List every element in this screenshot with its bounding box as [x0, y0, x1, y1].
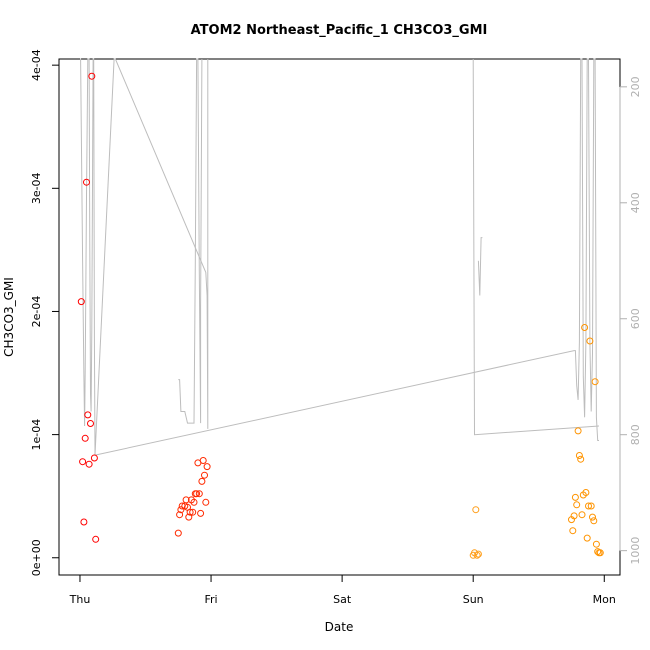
data-point-3-19: [592, 540, 600, 548]
y-tick-label-2: 2e-04: [30, 296, 43, 328]
x-tick-label-3: Sun: [463, 593, 484, 606]
right-tick-label-0: 200: [629, 76, 642, 97]
y-tick-label-4: 4e-04: [30, 49, 43, 81]
data-point-0-5: [84, 411, 92, 419]
y-axis-label: CH3CO3_GMI: [2, 277, 16, 357]
data-point-3-12: [583, 534, 591, 542]
data-point-1-13: [193, 490, 201, 498]
data-point-3-3: [571, 493, 579, 501]
x-tick-label-0: Thu: [69, 593, 91, 606]
data-point-0-6: [85, 460, 93, 468]
data-point-3-16: [589, 513, 596, 521]
pressure-line-0: [80, 58, 209, 456]
data-point-3-11: [582, 489, 590, 496]
y-axis: 0e+00 1e-04 2e-04 3e-04 4e-04: [30, 49, 60, 576]
data-point-3-1: [569, 527, 577, 535]
data-point-1-15: [195, 490, 203, 498]
data-point-2-2: [472, 506, 480, 514]
right-axis: 200 400 600 800 1000: [619, 76, 642, 565]
plot-area: [58, 58, 621, 576]
data-point-1-20: [202, 498, 210, 506]
data-point-3-4: [573, 501, 581, 509]
x-tick-label-4: Mon: [593, 593, 616, 606]
data-point-1-5: [182, 496, 190, 504]
x-axis-label: Date: [325, 620, 354, 634]
data-point-0-7: [87, 420, 94, 427]
data-point-1-0: [174, 529, 182, 537]
data-point-0-0: [77, 298, 85, 306]
right-tick-label-2: 600: [629, 308, 642, 329]
data-point-3-8: [578, 511, 586, 519]
data-point-1-7: [185, 513, 193, 521]
data-point-3-22: [596, 549, 604, 557]
data-point-0-3: [81, 434, 89, 442]
data-point-3-2: [570, 512, 578, 520]
data-point-2-3: [473, 551, 481, 559]
right-tick-label-1: 400: [629, 192, 642, 213]
data-point-0-1: [79, 458, 87, 466]
pressure-line-1: [178, 58, 203, 424]
data-point-1-21: [203, 463, 211, 471]
data-point-3-6: [575, 452, 583, 459]
y-tick-label-1: 1e-04: [30, 419, 43, 451]
x-axis: Thu Fri Sat Sun Mon: [69, 574, 616, 606]
x-tick-label-2: Sat: [333, 593, 352, 606]
data-point-0-9: [90, 454, 98, 462]
data-point-3-10: [581, 324, 589, 331]
data-point-0-2: [80, 518, 88, 526]
data-point-3-7: [577, 455, 585, 463]
data-point-3-17: [590, 517, 598, 525]
pressure-line-3: [472, 58, 600, 436]
data-point-0-10: [92, 535, 100, 543]
data-point-0-8: [88, 72, 96, 80]
plot-frame: [58, 58, 621, 576]
x-tick-label-1: Fri: [204, 593, 217, 606]
data-point-1-8: [186, 508, 194, 516]
data-point-3-5: [574, 427, 582, 435]
data-point-1-18: [199, 457, 207, 464]
data-point-2-4: [474, 550, 482, 558]
chart-title: ATOM2 Northeast_Pacific_1 CH3CO3_GMI: [191, 23, 488, 38]
data-point-1-2: [177, 506, 185, 514]
data-point-3-15: [587, 502, 595, 510]
data-point-1-1: [176, 511, 184, 519]
data-point-1-19: [201, 471, 208, 479]
data-point-1-16: [197, 509, 205, 517]
data-point-0-4: [83, 178, 90, 186]
data-point-3-14: [586, 337, 594, 345]
y-tick-label-3: 3e-04: [30, 172, 43, 204]
data-points: [77, 72, 604, 559]
pressure-line-4: [477, 237, 483, 296]
data-point-1-10: [189, 508, 197, 516]
data-point-1-17: [198, 477, 206, 485]
right-tick-label-4: 1000: [629, 537, 642, 565]
right-tick-label-3: 800: [629, 424, 642, 445]
pressure-line-2: [95, 58, 599, 456]
data-point-3-13: [585, 502, 592, 510]
y-tick-label-0: 0e+00: [30, 539, 43, 576]
pressure-lines: [80, 58, 600, 456]
data-point-1-11: [190, 498, 198, 506]
data-point-3-18: [591, 378, 599, 386]
